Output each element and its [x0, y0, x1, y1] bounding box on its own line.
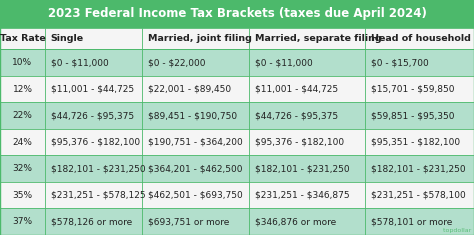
Bar: [0, 208, 474, 235]
Text: 35%: 35%: [12, 191, 33, 200]
Text: \$190,751 - \$364,200: \$190,751 - \$364,200: [148, 138, 243, 147]
Bar: [0, 49, 474, 76]
Text: 24%: 24%: [13, 138, 32, 147]
Text: \$231,251 - \$346,875: \$231,251 - \$346,875: [255, 191, 349, 200]
Bar: [0, 28, 474, 49]
Text: Single: Single: [51, 34, 84, 43]
Text: \$11,001 - \$44,725: \$11,001 - \$44,725: [51, 85, 134, 94]
Text: \$578,126 or more: \$578,126 or more: [51, 217, 132, 226]
Text: 32%: 32%: [12, 164, 33, 173]
Bar: [0, 102, 474, 129]
Text: \$22,001 - \$89,450: \$22,001 - \$89,450: [148, 85, 231, 94]
Text: \$462,501 - \$693,750: \$462,501 - \$693,750: [148, 191, 243, 200]
Text: \$15,701 - \$59,850: \$15,701 - \$59,850: [371, 85, 454, 94]
Text: \$0 - \$11,000: \$0 - \$11,000: [51, 58, 109, 67]
Text: \$95,351 - \$182,100: \$95,351 - \$182,100: [371, 138, 460, 147]
Text: \$0 - \$22,000: \$0 - \$22,000: [148, 58, 205, 67]
Text: 10%: 10%: [12, 58, 33, 67]
Text: Married, joint filing: Married, joint filing: [148, 34, 252, 43]
Bar: [0, 155, 474, 182]
Text: \$11,001 - \$44,725: \$11,001 - \$44,725: [255, 85, 337, 94]
Text: \$364,201 - \$462,500: \$364,201 - \$462,500: [148, 164, 242, 173]
Text: \$231,251 - \$578,125: \$231,251 - \$578,125: [51, 191, 146, 200]
Text: \$44,726 - \$95,375: \$44,726 - \$95,375: [51, 111, 134, 120]
Bar: [0, 182, 474, 208]
Text: 37%: 37%: [12, 217, 33, 226]
Bar: [0, 76, 474, 102]
Text: Tax Rate: Tax Rate: [0, 34, 46, 43]
Text: Married, separate filing: Married, separate filing: [255, 34, 381, 43]
Text: \$346,876 or more: \$346,876 or more: [255, 217, 336, 226]
Text: \$578,101 or more: \$578,101 or more: [371, 217, 452, 226]
Bar: [0, 129, 474, 155]
Text: \$44,726 - \$95,375: \$44,726 - \$95,375: [255, 111, 337, 120]
Text: \$95,376 - \$182,100: \$95,376 - \$182,100: [255, 138, 344, 147]
Text: \$182,101 - \$231,250: \$182,101 - \$231,250: [371, 164, 465, 173]
Bar: [0, 0, 474, 28]
Text: 12%: 12%: [12, 85, 33, 94]
Text: \$182,101 - \$231,250: \$182,101 - \$231,250: [51, 164, 146, 173]
Text: \$0 - \$11,000: \$0 - \$11,000: [255, 58, 312, 67]
Text: 22%: 22%: [13, 111, 32, 120]
Text: \$693,751 or more: \$693,751 or more: [148, 217, 229, 226]
Text: \$0 - \$15,700: \$0 - \$15,700: [371, 58, 428, 67]
Text: \$89,451 - \$190,750: \$89,451 - \$190,750: [148, 111, 237, 120]
Text: topdollar: topdollar: [441, 228, 472, 233]
Text: \$231,251 - \$578,100: \$231,251 - \$578,100: [371, 191, 465, 200]
Text: \$182,101 - \$231,250: \$182,101 - \$231,250: [255, 164, 349, 173]
Text: Head of household: Head of household: [371, 34, 471, 43]
Text: 2023 Federal Income Tax Brackets (taxes due April 2024): 2023 Federal Income Tax Brackets (taxes …: [47, 7, 427, 20]
Text: \$95,376 - \$182,100: \$95,376 - \$182,100: [51, 138, 140, 147]
Text: \$59,851 - \$95,350: \$59,851 - \$95,350: [371, 111, 454, 120]
